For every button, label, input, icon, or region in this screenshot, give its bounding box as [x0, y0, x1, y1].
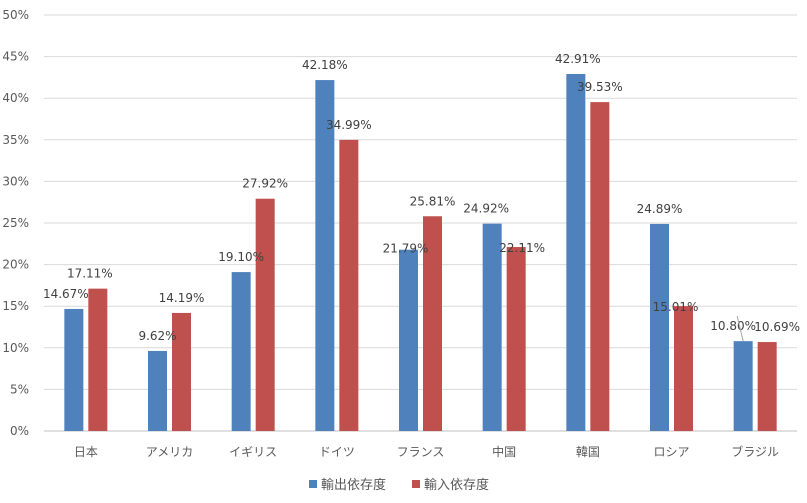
x-tick-label: 中国 — [492, 444, 516, 459]
y-tick-label: 30% — [2, 174, 29, 188]
y-tick-label: 10% — [2, 341, 29, 355]
x-tick-label: ロシア — [653, 445, 689, 459]
data-label: 25.81% — [410, 194, 456, 208]
y-tick-label: 50% — [2, 8, 29, 22]
bar-import — [172, 312, 191, 431]
bar-import — [506, 247, 526, 431]
bar-import — [255, 198, 275, 431]
y-tick-label: 45% — [2, 50, 29, 64]
bar-import — [88, 288, 108, 431]
data-label: 14.19% — [159, 291, 205, 305]
y-tick-label: 15% — [2, 299, 29, 313]
x-axis-ticks: 日本 アメリカ イギリス ドイツ フランス 中国 韓国 ロシア ブラジル — [74, 444, 779, 459]
gridlines — [44, 14, 797, 432]
bar-export — [148, 350, 167, 431]
y-tick-label: 5% — [10, 382, 29, 396]
data-label: 17.11% — [67, 267, 113, 281]
y-tick-label: 40% — [2, 91, 29, 105]
data-label: 24.89% — [637, 202, 683, 216]
y-axis-ticks: 0% 5% 10% 15% 20% 25% 30% 35% 40% 45% 50% — [2, 8, 29, 438]
data-label: 42.18% — [302, 58, 348, 72]
data-label: 10.69% — [754, 320, 800, 334]
data-label: 9.62% — [138, 329, 176, 343]
x-tick-label: フランス — [397, 445, 445, 459]
leader-line — [736, 316, 744, 342]
bar-export — [64, 308, 84, 431]
bar-import — [423, 216, 442, 431]
bar-import — [757, 342, 777, 431]
legend-swatch — [309, 480, 317, 488]
bar-export — [733, 341, 753, 431]
bar-export — [566, 73, 586, 431]
data-labels: 14.67% 17.11% 9.62% 14.19% 19.10% 27.92% 42.18… — [43, 52, 800, 343]
x-tick-label: イギリス — [229, 445, 277, 459]
x-tick-label: アメリカ — [146, 445, 193, 459]
data-label: 24.92% — [463, 202, 509, 216]
bar-export — [315, 80, 335, 431]
bar-import — [339, 139, 359, 432]
data-label: 42.91% — [555, 52, 601, 66]
data-label: 27.92% — [242, 177, 288, 191]
legend-swatch — [412, 480, 420, 488]
bar-export — [482, 223, 502, 431]
bar-export — [231, 272, 251, 431]
data-label: 10.80% — [710, 319, 756, 333]
bar-export — [650, 223, 669, 431]
legend-label: 輸入依存度 — [424, 477, 489, 493]
y-tick-label: 20% — [2, 258, 29, 272]
x-tick-label: 韓国 — [576, 445, 600, 459]
y-tick-label: 0% — [10, 424, 29, 438]
bar-export — [399, 249, 418, 431]
x-tick-label: ドイツ — [319, 445, 355, 459]
bar-import — [590, 102, 610, 431]
data-label: 15.01% — [653, 300, 699, 314]
x-tick-label: ブラジル — [731, 444, 779, 459]
legend: 輸出依存度 輸入依存度 — [309, 477, 489, 493]
legend-label: 輸出依存度 — [321, 477, 386, 493]
data-label: 34.99% — [326, 118, 372, 132]
x-tick-label: 日本 — [74, 445, 98, 459]
y-tick-label: 25% — [2, 216, 29, 230]
data-label: 14.67% — [43, 287, 89, 301]
data-label: 21.79% — [383, 242, 429, 256]
data-label: 39.53% — [577, 80, 623, 94]
y-tick-label: 35% — [2, 133, 29, 147]
data-label: 22.11% — [499, 241, 545, 255]
bar-import — [674, 306, 693, 431]
data-label: 19.10% — [218, 250, 264, 264]
bars — [64, 73, 777, 432]
